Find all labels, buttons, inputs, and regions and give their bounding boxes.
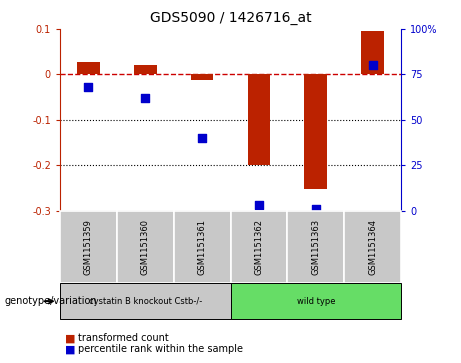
Bar <box>60 211 117 283</box>
Text: GSM1151359: GSM1151359 <box>84 219 93 275</box>
Bar <box>344 211 401 283</box>
Bar <box>174 211 230 283</box>
Bar <box>191 74 213 80</box>
Point <box>369 62 376 68</box>
Text: GSM1151361: GSM1151361 <box>198 219 207 275</box>
Bar <box>117 211 174 283</box>
Bar <box>77 62 100 74</box>
Text: GSM1151363: GSM1151363 <box>311 219 320 275</box>
Text: genotype/variation: genotype/variation <box>5 296 97 306</box>
Text: cystatin B knockout Cstb-/-: cystatin B knockout Cstb-/- <box>89 297 202 306</box>
Bar <box>361 31 384 74</box>
Title: GDS5090 / 1426716_at: GDS5090 / 1426716_at <box>150 11 311 25</box>
Point <box>85 84 92 90</box>
Text: GSM1151362: GSM1151362 <box>254 219 263 275</box>
Point <box>255 202 263 208</box>
Point <box>198 135 206 141</box>
Bar <box>304 74 327 189</box>
Text: wild type: wild type <box>296 297 335 306</box>
Point <box>312 206 319 212</box>
Bar <box>60 283 230 319</box>
Bar <box>134 65 157 74</box>
Bar <box>230 283 401 319</box>
Point <box>142 95 149 101</box>
Text: GSM1151364: GSM1151364 <box>368 219 377 275</box>
Bar <box>230 211 287 283</box>
Text: percentile rank within the sample: percentile rank within the sample <box>78 344 243 354</box>
Text: GSM1151360: GSM1151360 <box>141 219 150 275</box>
Text: ■: ■ <box>65 344 75 354</box>
Bar <box>287 211 344 283</box>
Text: transformed count: transformed count <box>78 333 169 343</box>
Text: ■: ■ <box>65 333 75 343</box>
Bar <box>248 74 270 165</box>
